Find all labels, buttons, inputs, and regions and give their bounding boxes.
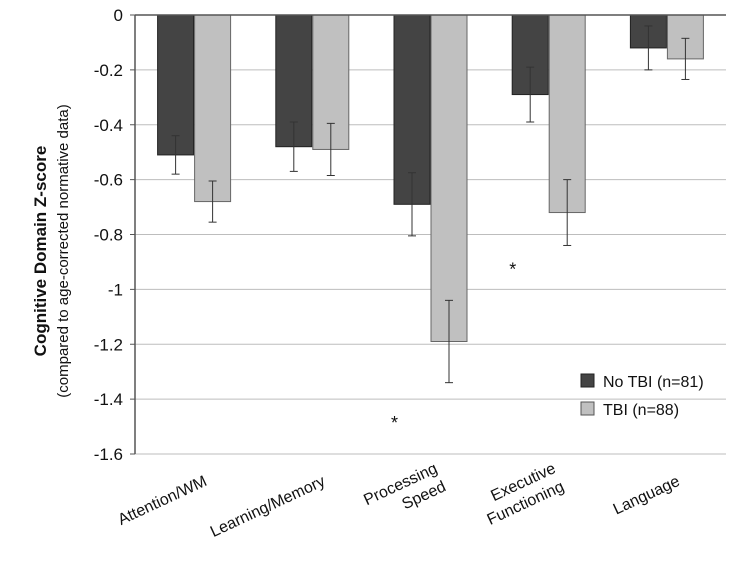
- category-label-line: Language: [611, 473, 683, 519]
- legend-label-tbi: TBI (n=88): [603, 402, 679, 419]
- legend-label-no-tbi: No TBI (n=81): [603, 374, 704, 391]
- category-label-line: Attention/WM: [115, 473, 209, 529]
- error-bars: [171, 25, 690, 384]
- error-bar-tbi-4: [681, 37, 690, 80]
- category-label-4: Language: [611, 473, 683, 519]
- y-tick-label: 0: [114, 6, 123, 25]
- y-axis-subtitle: (compared to age-corrected normative dat…: [55, 104, 72, 397]
- error-bar-no-tbi-2: [408, 172, 416, 237]
- axes: [130, 14, 726, 455]
- y-tick-label: -0.2: [94, 61, 123, 80]
- y-tick-label: -0.8: [94, 226, 123, 245]
- category-label-1: Learning/Memory: [208, 473, 328, 541]
- bars: [157, 14, 704, 343]
- legend-swatch-tbi: [580, 401, 595, 416]
- y-tick-label: -1.6: [94, 445, 123, 464]
- y-axis-title: Cognitive Domain Z-score: [31, 146, 50, 357]
- error-bar-tbi-2: [445, 299, 453, 384]
- error-bar-no-tbi-1: [289, 121, 298, 172]
- category-label-0: Attention/WM: [115, 473, 209, 529]
- y-axis-sublabel: (compared to age-corrected normative dat…: [55, 104, 72, 397]
- error-bar-no-tbi-3: [526, 66, 535, 123]
- legend: No TBI (n=81) TBI (n=88): [580, 373, 704, 419]
- y-axis-label: Cognitive Domain Z-score: [31, 146, 50, 357]
- significance-annotations: **: [391, 259, 516, 433]
- error-bar-no-tbi-4: [644, 25, 653, 71]
- error-bar-no-tbi-0: [171, 135, 180, 175]
- error-bar-tbi-0: [208, 180, 217, 223]
- bar-tbi-0: [194, 14, 232, 203]
- category-label-line: Learning/Memory: [208, 473, 328, 541]
- y-tick-label: -1: [108, 280, 123, 299]
- error-bar-tbi-3: [563, 179, 572, 246]
- significance-star-1: *: [509, 259, 516, 279]
- legend-swatch-no-tbi: [580, 373, 595, 388]
- error-bar-tbi-1: [326, 122, 335, 177]
- y-tick-label: -0.6: [94, 171, 123, 190]
- y-tick-label: -0.4: [94, 116, 123, 135]
- y-tick-label: -1.2: [94, 335, 123, 354]
- significance-star-0: *: [391, 413, 398, 433]
- bar-tbi-2: [430, 14, 468, 343]
- y-tick-labels: 0 -0.2 -0.4 -0.6 -0.8 -1 -1.2 -1.4 -1.6: [94, 6, 123, 464]
- bar-no-tbi-0: [157, 14, 195, 156]
- y-tick-label: -1.4: [94, 390, 123, 409]
